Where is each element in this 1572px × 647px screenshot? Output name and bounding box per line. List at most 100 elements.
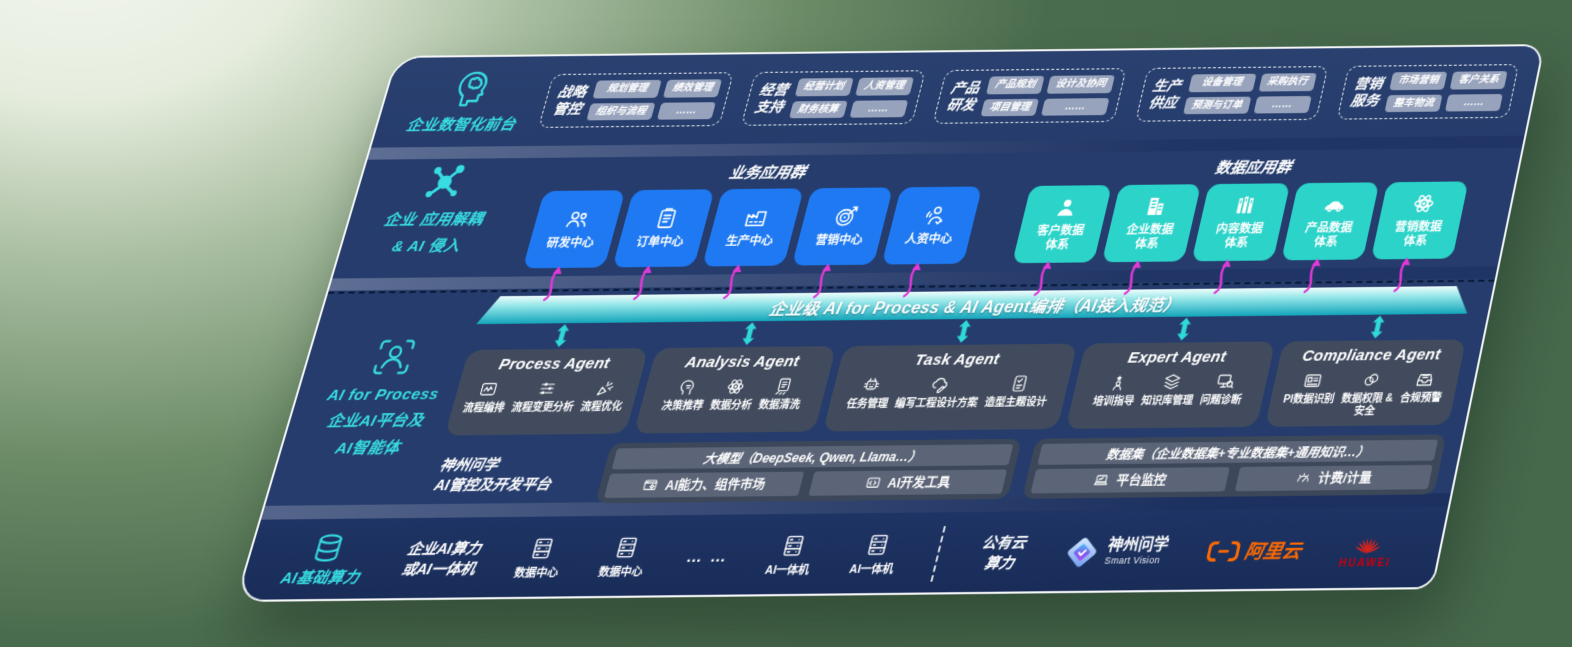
front-group-items: 规划管理 绩效管理 组织与流程…… xyxy=(586,79,723,121)
agent-item: 数据清洗 xyxy=(757,375,808,412)
compute-node-label: 数据中心 xyxy=(596,565,645,579)
agent-item: 流程编排 xyxy=(461,379,512,416)
compute-node: AI一体机 xyxy=(763,533,818,578)
dashed-divider xyxy=(930,526,947,582)
front-layer-title: 企业数智化前台 xyxy=(404,116,518,135)
aliyun-logo: 阿里云 xyxy=(1205,536,1305,565)
gauge-icon xyxy=(1294,470,1313,486)
compute-node: 数据中心 xyxy=(597,535,653,580)
platform-cell: AI开发工具 xyxy=(807,469,1008,496)
books-icon xyxy=(1235,196,1254,214)
agent-items: 任务管理 编写工程设计方案 造型主题设计 xyxy=(833,373,1066,412)
smart-vision-diamond-icon xyxy=(1066,536,1098,569)
tablet-check-icon xyxy=(1007,373,1033,394)
platform-box-cells: AI能力、组件市场 AI开发工具 xyxy=(603,469,1008,498)
data-app-card: 客户数据 体系 xyxy=(1012,185,1112,263)
building-icon xyxy=(1146,197,1164,216)
agent-items: PI数据识别 数据权限 & 安全 合规预警 xyxy=(1271,369,1455,420)
front-group-item: 组织与流程 xyxy=(586,102,656,121)
ai-layer-content: 企业级 AI for Process & AI Agent编排（AI接入规范） … xyxy=(425,279,1478,504)
front-group-item: …… xyxy=(848,99,908,118)
business-app-card: 营销中心 xyxy=(791,187,894,265)
front-group-item: 市场营销 xyxy=(1389,71,1448,90)
agent-item-label: 流程变更分析 xyxy=(509,401,575,414)
data-box: 数据集（企业数据集+专业数据集+通用知识…） 平台监控 计费/计量 xyxy=(1021,434,1447,499)
front-group-items: 市场营销 客户关系 整车物流…… xyxy=(1384,71,1508,113)
smart-vision-logo: 神州问学 Smart Vision xyxy=(1060,533,1172,570)
front-group-item: …… xyxy=(1253,95,1312,114)
person-waves-icon xyxy=(919,203,951,229)
trainer-icon xyxy=(1105,375,1123,393)
card-label: 订单中心 xyxy=(634,236,685,249)
front-group-item: 预测与订单 xyxy=(1182,96,1252,115)
front-group-item: …… xyxy=(1040,97,1110,116)
database-icon xyxy=(307,532,350,567)
business-group-title: 业务应用群 xyxy=(727,164,808,183)
compute-layer-label: AI基础算力 xyxy=(278,531,373,589)
agent-title: Compliance Agent xyxy=(1300,345,1443,366)
architecture-diagram: 企业数智化前台 战略 管控 规划管理 绩效管理 组织与流程…… 经营 支持 经营计划 人资… xyxy=(234,44,1546,603)
model-box: 大模型（DeepSeek, Qwen, Llama…） AI能力、组件市场 AI… xyxy=(595,438,1022,504)
agent-item-label: PI数据识别 xyxy=(1281,393,1336,406)
agent-item: 培训指导 xyxy=(1091,372,1141,409)
clipboard-icon xyxy=(650,206,682,232)
front-group-item: 整车物流 xyxy=(1384,94,1443,113)
huawei-flower-icon xyxy=(1354,538,1382,555)
agent-item-label: 流程编排 xyxy=(461,402,506,415)
agent-item-label: 决策推荐 xyxy=(660,400,705,413)
car-icon xyxy=(1324,201,1345,213)
data-app-group: 数据应用群 客户数据 体系 企业数据 体系 内容数据 体系 产品数据 体系 营销数据 体系 xyxy=(1012,152,1475,263)
business-app-card: 生产中心 xyxy=(702,188,804,266)
compute-layer-band: AI基础算力 企业AI算力 或AI一体机 数据中心 数据中心 … … AI一体机 AI一体机 公… xyxy=(236,506,1448,603)
card-label: 生产中心 xyxy=(724,235,775,248)
agent-title: Process Agent xyxy=(496,354,612,374)
agent-item: 流程优化 xyxy=(579,377,630,414)
data-app-card: 企业数据 体系 xyxy=(1101,184,1202,262)
box-wave-icon xyxy=(476,379,502,400)
rings-icon xyxy=(1359,369,1384,390)
platform-cell: 计费/计量 xyxy=(1234,464,1433,492)
card-label: 内容数据 体系 xyxy=(1214,223,1265,250)
compute-item-text: 公有云 算力 xyxy=(980,533,1029,572)
front-group-items: 设备管理 采购执行 预测与订单…… xyxy=(1182,73,1317,115)
code-window-icon xyxy=(863,475,883,491)
card-label: 客户数据 体系 xyxy=(1035,225,1086,252)
compute-node-label: AI一体机 xyxy=(847,562,895,577)
front-group-item: 设计及协同 xyxy=(1046,75,1115,94)
celebrate-icon xyxy=(593,377,619,398)
compute-item-text: 企业AI算力 或AI一体机 xyxy=(399,539,484,578)
agent-item: 决策推荐 xyxy=(660,376,711,413)
card-label: 营销数据 体系 xyxy=(1393,221,1443,248)
double-arrow-icon xyxy=(741,322,759,346)
double-arrow-icon xyxy=(553,324,572,348)
sliders-icon xyxy=(534,382,560,395)
agent-item: 问题诊断 xyxy=(1198,371,1247,408)
compute-node-label: AI一体机 xyxy=(763,563,811,578)
agent-item: 知识库管理 xyxy=(1140,371,1200,408)
app-groups: 业务应用群 研发中心 订单中心 生产中心 营销中心 人资中心 数据应用群 客户数据 体系 企… xyxy=(492,151,1505,269)
platform-box-header: 大模型（DeepSeek, Qwen, Llama…） xyxy=(611,444,1014,470)
agent-items: 流程编排 流程变更分析 流程优化 xyxy=(455,377,635,415)
agent-title: Task Agent xyxy=(913,350,1002,370)
data-app-card: 产品数据 体系 xyxy=(1281,182,1380,260)
agent-item-label: 数据权限 & 安全 xyxy=(1340,393,1394,418)
agent-box: Process Agent 流程编排 流程变更分析 流程优化 xyxy=(444,324,649,436)
doc-clean-icon xyxy=(771,376,797,397)
data-group-title: 数据应用群 xyxy=(1213,159,1294,178)
compute-node: 数据中心 xyxy=(512,535,568,580)
card-label: 产品数据 体系 xyxy=(1304,222,1354,249)
ai-layer-band: AI for Process 企业AI平台及 AI智能体 企业级 AI for Pr… xyxy=(265,278,1495,506)
server-icon xyxy=(527,536,559,562)
front-group: 生产 供应 设备管理 采购执行 预测与订单…… xyxy=(1134,66,1328,122)
front-layer-label: 企业数智化前台 xyxy=(387,67,549,136)
platform-cell-label: 平台监控 xyxy=(1114,472,1168,489)
platform-cell-label: 计费/计量 xyxy=(1316,470,1374,487)
front-group-item: 规划管理 xyxy=(592,79,662,98)
people-group-icon xyxy=(561,207,593,233)
double-arrow-icon xyxy=(955,319,973,343)
front-group-item: …… xyxy=(1444,93,1503,112)
business-app-card: 订单中心 xyxy=(612,189,715,267)
layers-icon xyxy=(1159,371,1184,392)
agents-row: Process Agent 流程编排 流程变更分析 流程优化 Analysis … xyxy=(444,315,1467,436)
platform-box-cells: 平台监控 计费/计量 xyxy=(1030,464,1433,494)
